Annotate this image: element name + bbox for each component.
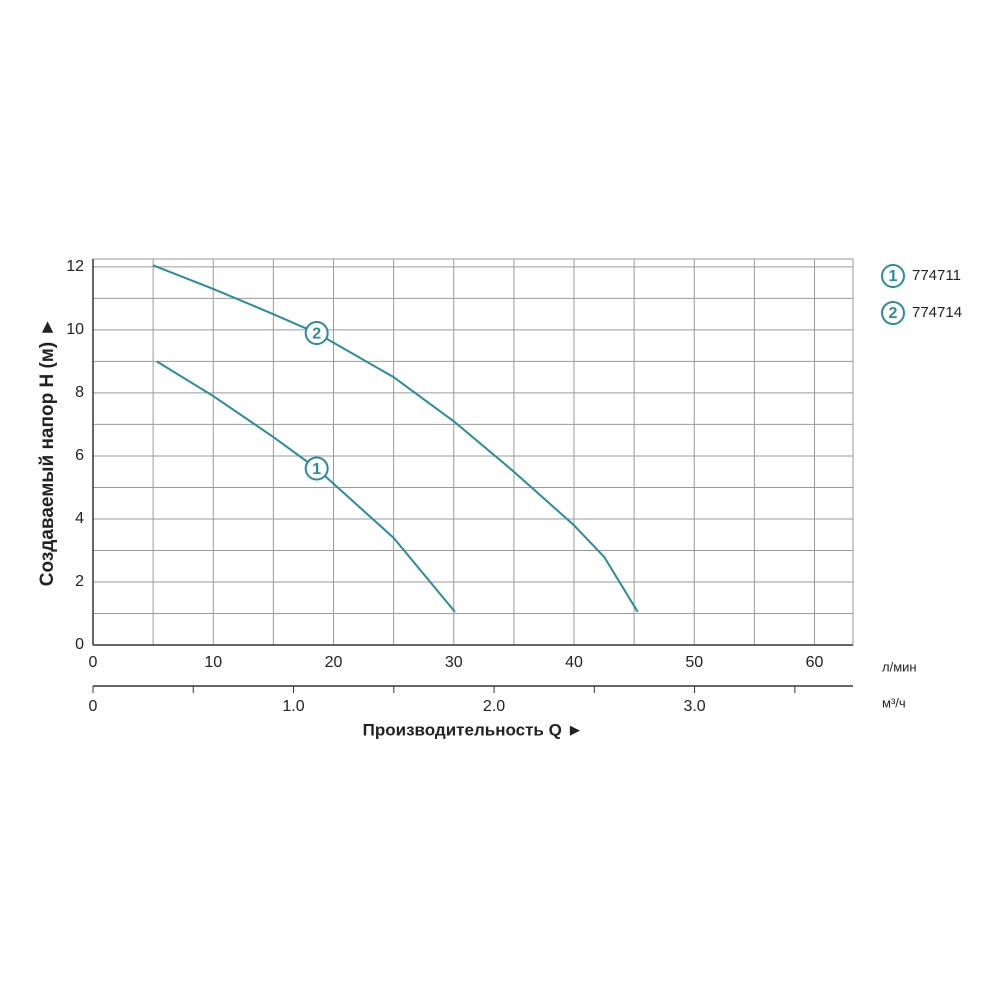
y-tick-label: 12 — [66, 258, 84, 275]
x-tick-label: 30 — [445, 654, 463, 671]
x2-tick-label: 3.0 — [683, 698, 705, 715]
legend-label: 774711 — [912, 267, 961, 284]
y-axis-label: Создаваемый напор Н (м) ► — [37, 318, 58, 587]
series-badge — [304, 456, 329, 481]
x-tick-label: 0 — [89, 654, 98, 671]
series-line — [152, 264, 639, 613]
y-tick-label: 10 — [66, 321, 84, 338]
series-badge — [881, 264, 905, 288]
x-tick-label: 40 — [565, 654, 583, 671]
series-badge-number: 2 — [889, 305, 898, 322]
x-tick-label: 50 — [685, 654, 703, 671]
series-badge-number: 1 — [312, 461, 321, 478]
legend-label: 774714 — [912, 304, 962, 321]
x-tick-label: 60 — [806, 654, 824, 671]
x-axis-label: Производительность Q ► — [363, 720, 584, 739]
series-badge — [881, 301, 905, 325]
series-badge — [304, 321, 329, 346]
x2-tick-label: 2.0 — [483, 698, 505, 715]
x-unit: л/мин — [882, 659, 917, 674]
x-tick-label: 10 — [204, 654, 222, 671]
y-tick-label: 8 — [75, 384, 84, 401]
y-tick-label: 4 — [75, 510, 84, 527]
x2-tick-label: 1.0 — [282, 698, 304, 715]
y-tick-label: 6 — [75, 447, 84, 464]
x-tick-label: 20 — [325, 654, 343, 671]
series-line — [156, 360, 456, 613]
x2-unit: м³/ч — [882, 695, 906, 710]
y-tick-label: 0 — [75, 636, 84, 653]
x2-tick-label: 0 — [89, 698, 98, 715]
y-tick-label: 2 — [75, 573, 84, 590]
plot-frame — [92, 258, 854, 646]
series-badge-number: 1 — [889, 268, 898, 285]
series-badge-number: 2 — [312, 325, 321, 342]
